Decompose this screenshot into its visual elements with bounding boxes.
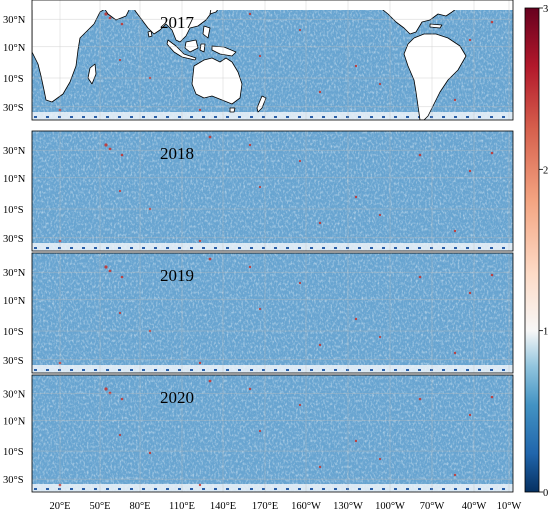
colorbar-tick-label: 0 bbox=[543, 488, 548, 499]
lon-label: 20°E bbox=[49, 501, 70, 512]
lon-label: 110°E bbox=[169, 501, 195, 512]
year-label: 2019 bbox=[160, 266, 194, 285]
lon-label: 160°W bbox=[291, 501, 321, 512]
lon-label: 10°W bbox=[497, 501, 522, 512]
year-label: 2020 bbox=[160, 388, 194, 407]
ocean-field bbox=[32, 253, 513, 373]
lat-label: 10°S bbox=[3, 327, 24, 338]
lat-label: 30°N bbox=[3, 390, 26, 401]
panel-frame bbox=[31, 130, 514, 252]
lat-label: 30°S bbox=[3, 234, 24, 245]
lat-label: 10°N bbox=[3, 43, 26, 54]
lat-label: 30°S bbox=[3, 356, 24, 367]
gridlines bbox=[32, 375, 513, 492]
lon-label: 140°E bbox=[210, 501, 236, 512]
lon-label: 130°W bbox=[333, 501, 363, 512]
colorbar-tick-label: 2 bbox=[543, 165, 548, 176]
gridlines bbox=[32, 253, 513, 373]
year-label: 2017 bbox=[160, 13, 195, 32]
lat-label: 10°N bbox=[3, 174, 26, 185]
panel-frame bbox=[31, 252, 514, 374]
lon-label: 170°E bbox=[252, 501, 278, 512]
ocean-field bbox=[32, 131, 513, 251]
lon-label: 80°E bbox=[129, 501, 150, 512]
colorbar: 0 1 2 3 bbox=[524, 4, 548, 499]
lat-label: 10°N bbox=[3, 417, 26, 428]
ocean-field bbox=[32, 375, 513, 492]
lat-label: 30°S bbox=[3, 103, 24, 114]
lat-label: 10°S bbox=[3, 205, 24, 216]
year-label: 2018 bbox=[160, 144, 194, 163]
colorbar-tick-label: 1 bbox=[543, 327, 548, 338]
lat-label: 10°N bbox=[3, 296, 26, 307]
panel-2018: 2018 30°N 10°N 10°S 30°S bbox=[3, 130, 514, 252]
lat-label: 30°S bbox=[3, 475, 24, 486]
lon-label: 40°W bbox=[462, 501, 487, 512]
lat-label: 10°S bbox=[3, 74, 24, 85]
lat-label: 10°S bbox=[3, 447, 24, 458]
lat-label: 30°N bbox=[3, 268, 26, 279]
lon-label: 70°W bbox=[420, 501, 445, 512]
panel-2019: 2019 30°N 10°N 10°S 30°S bbox=[3, 252, 514, 374]
panel-2017: 2017 30°N 10°N 10°S 30°S bbox=[3, 0, 514, 121]
gridlines bbox=[32, 131, 513, 251]
panel-frame bbox=[31, 0, 514, 121]
lon-label: 50°E bbox=[89, 501, 110, 512]
lat-label: 30°N bbox=[3, 146, 26, 157]
colorbar-tick-label: 3 bbox=[543, 4, 548, 15]
lon-label: 100°W bbox=[375, 501, 405, 512]
gridlines bbox=[32, 0, 513, 120]
panel-frame bbox=[31, 374, 514, 493]
lat-label: 30°N bbox=[3, 15, 26, 26]
panel-2020: 2020 30°N 10°N 10°S 30°S bbox=[3, 374, 514, 493]
